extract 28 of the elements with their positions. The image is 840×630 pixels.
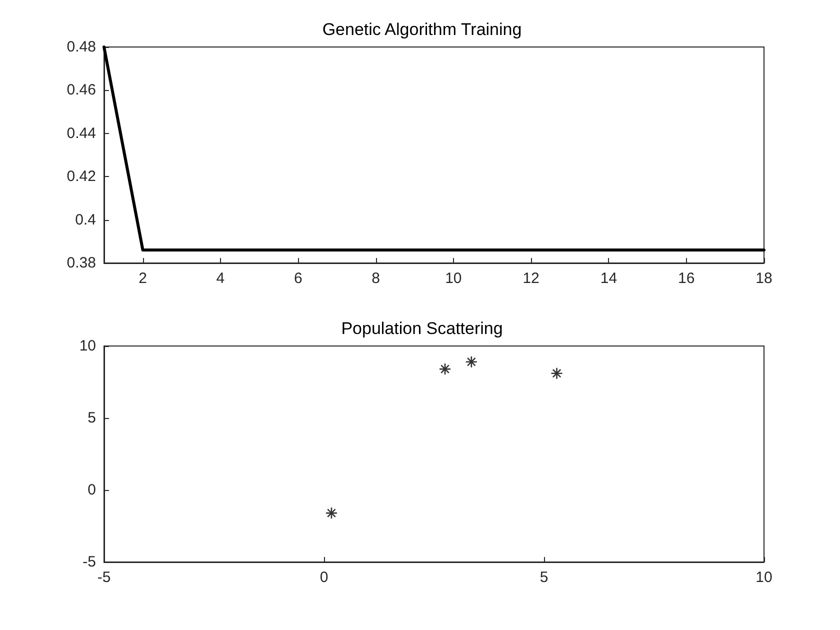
y-tick-label: 0.44 bbox=[66, 124, 96, 142]
x-tick-label: 12 bbox=[522, 270, 540, 287]
y-tick-label: 0 bbox=[88, 482, 96, 498]
x-tick-label: 5 bbox=[540, 569, 548, 586]
y-tick-label: 5 bbox=[88, 410, 96, 426]
y-tick-label: 0.46 bbox=[66, 82, 96, 99]
x-tick-label: 2 bbox=[138, 270, 147, 287]
x-tick-label: 14 bbox=[600, 270, 618, 287]
y-tick-label: 0.38 bbox=[66, 254, 96, 272]
y-tick-label: 10 bbox=[79, 338, 96, 354]
x-tick-label: 0 bbox=[320, 569, 328, 586]
chart-title: Genetic Algorithm Training bbox=[322, 20, 522, 39]
y-tick-label: -5 bbox=[82, 554, 96, 570]
y-tick-label: 0.4 bbox=[75, 211, 96, 228]
point bbox=[550, 367, 563, 380]
y-tick-label: 0.42 bbox=[66, 168, 96, 186]
x-tick-label: 10 bbox=[445, 270, 462, 287]
y-tick-label: 0.48 bbox=[66, 38, 96, 56]
x-tick-label: 16 bbox=[678, 270, 695, 287]
point bbox=[438, 362, 452, 376]
point bbox=[325, 506, 338, 520]
x-tick-label: 10 bbox=[756, 569, 772, 586]
point bbox=[465, 356, 478, 368]
chart-title: Population Scattering bbox=[341, 319, 503, 338]
x-tick-label: 4 bbox=[216, 270, 225, 287]
x-tick-label: 6 bbox=[294, 270, 302, 287]
x-tick-label: 8 bbox=[372, 270, 380, 287]
x-tick-label: 18 bbox=[756, 270, 772, 287]
